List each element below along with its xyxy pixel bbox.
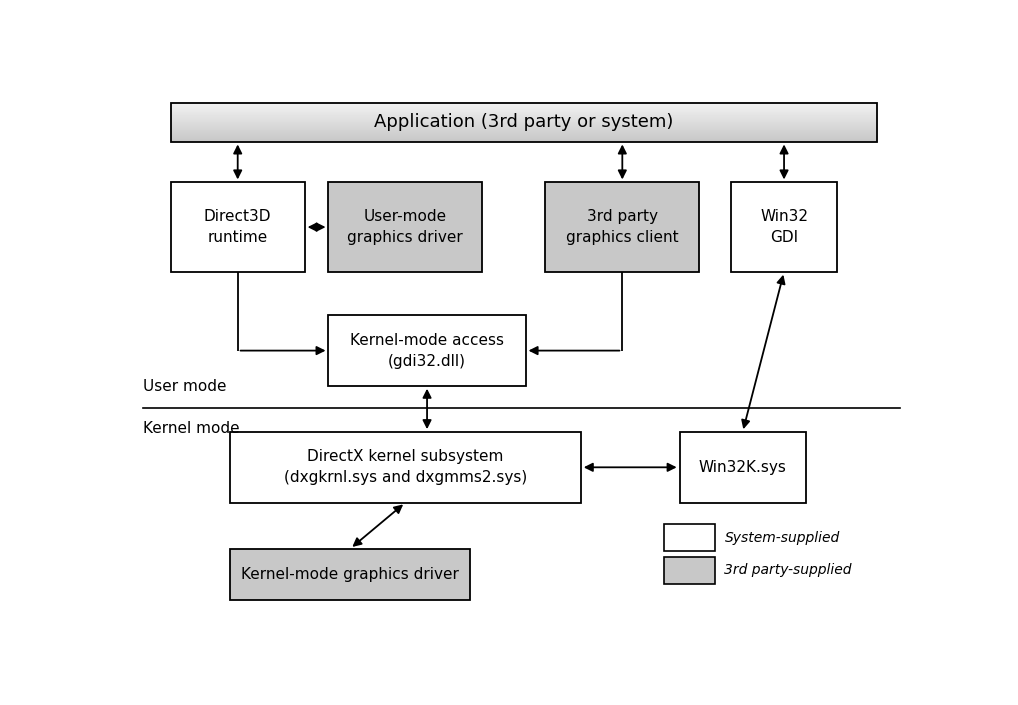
Bar bbox=[171, 183, 304, 272]
Text: Kernel-mode access
(gdi32.dll): Kernel-mode access (gdi32.dll) bbox=[350, 333, 504, 369]
Bar bbox=[230, 432, 581, 503]
Text: User-mode
graphics driver: User-mode graphics driver bbox=[347, 209, 463, 245]
Text: 3rd party-supplied: 3rd party-supplied bbox=[725, 563, 852, 577]
Text: User mode: User mode bbox=[143, 379, 227, 394]
Bar bbox=[680, 432, 806, 503]
Bar bbox=[329, 183, 483, 272]
Bar bbox=[664, 557, 715, 584]
Bar bbox=[664, 525, 715, 551]
Bar bbox=[171, 102, 876, 142]
Text: Win32
GDI: Win32 GDI bbox=[760, 209, 808, 245]
Text: Application (3rd party or system): Application (3rd party or system) bbox=[374, 113, 673, 131]
Text: System-supplied: System-supplied bbox=[725, 531, 840, 545]
Bar bbox=[546, 183, 699, 272]
Text: DirectX kernel subsystem
(dxgkrnl.sys and dxgmms2.sys): DirectX kernel subsystem (dxgkrnl.sys an… bbox=[284, 449, 527, 485]
Text: Kernel mode: Kernel mode bbox=[143, 421, 239, 436]
Text: Kernel-mode graphics driver: Kernel-mode graphics driver bbox=[241, 567, 459, 582]
Bar bbox=[731, 183, 837, 272]
Bar bbox=[230, 548, 470, 601]
Bar bbox=[329, 315, 525, 386]
Text: Direct3D
runtime: Direct3D runtime bbox=[204, 209, 272, 245]
Text: 3rd party
graphics client: 3rd party graphics client bbox=[566, 209, 679, 245]
Text: Win32K.sys: Win32K.sys bbox=[698, 460, 787, 474]
